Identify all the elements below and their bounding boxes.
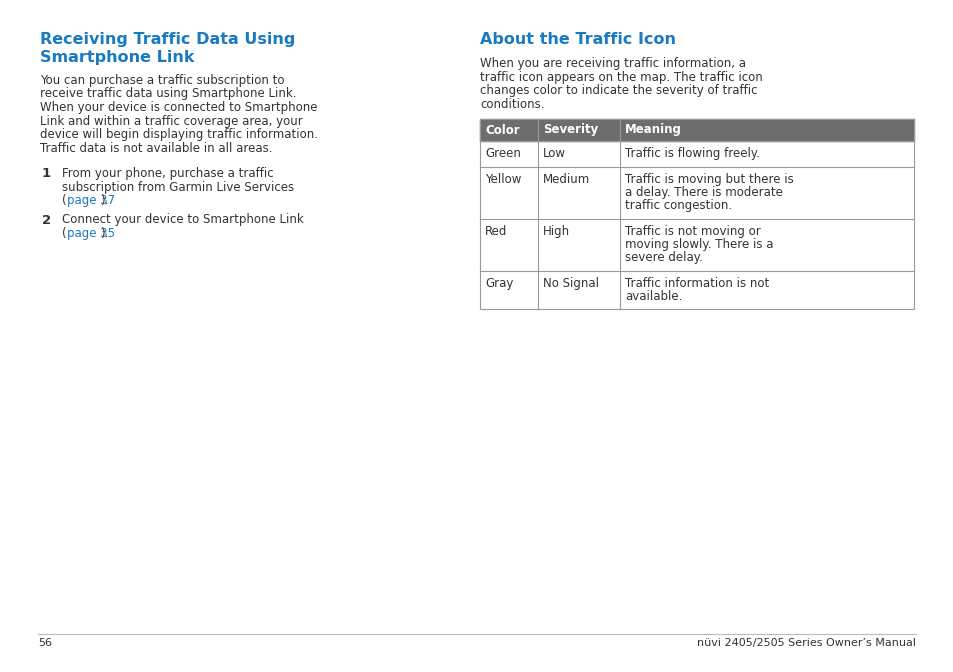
Text: Gray: Gray xyxy=(484,277,513,290)
Text: You can purchase a traffic subscription to: You can purchase a traffic subscription … xyxy=(40,74,284,87)
Text: Green: Green xyxy=(484,147,520,160)
Text: From your phone, purchase a traffic: From your phone, purchase a traffic xyxy=(62,167,274,180)
Text: changes color to indicate the severity of traffic: changes color to indicate the severity o… xyxy=(479,84,757,97)
Bar xyxy=(479,167,913,219)
Text: Color: Color xyxy=(484,124,519,136)
Text: moving slowly. There is a: moving slowly. There is a xyxy=(624,238,773,251)
Bar xyxy=(479,119,913,309)
Text: Traffic data is not available in all areas.: Traffic data is not available in all are… xyxy=(40,142,273,155)
Bar xyxy=(479,119,913,141)
Text: 1: 1 xyxy=(42,167,51,180)
Bar xyxy=(479,141,913,167)
Text: Traffic information is not: Traffic information is not xyxy=(624,277,768,290)
Text: Red: Red xyxy=(484,225,507,238)
Text: receive traffic data using Smartphone Link.: receive traffic data using Smartphone Li… xyxy=(40,87,296,101)
Text: Traffic is moving but there is: Traffic is moving but there is xyxy=(624,173,793,186)
Text: available.: available. xyxy=(624,290,681,303)
Text: About the Traffic Icon: About the Traffic Icon xyxy=(479,32,676,47)
Text: When your device is connected to Smartphone: When your device is connected to Smartph… xyxy=(40,101,317,114)
Bar xyxy=(479,219,913,271)
Text: conditions.: conditions. xyxy=(479,97,544,110)
Text: Meaning: Meaning xyxy=(624,124,681,136)
Text: ).: ). xyxy=(100,194,109,207)
Bar xyxy=(479,271,913,309)
Text: (: ( xyxy=(62,227,67,240)
Text: subscription from Garmin Live Services: subscription from Garmin Live Services xyxy=(62,181,294,194)
Text: a delay. There is moderate: a delay. There is moderate xyxy=(624,186,782,199)
Text: (: ( xyxy=(62,194,67,207)
Text: When you are receiving traffic information, a: When you are receiving traffic informati… xyxy=(479,57,745,70)
Text: Low: Low xyxy=(542,147,565,160)
Text: ).: ). xyxy=(100,227,109,240)
Text: Yellow: Yellow xyxy=(484,173,521,186)
Text: Medium: Medium xyxy=(542,173,590,186)
Text: High: High xyxy=(542,225,570,238)
Text: Traffic is flowing freely.: Traffic is flowing freely. xyxy=(624,147,760,160)
Text: Connect your device to Smartphone Link: Connect your device to Smartphone Link xyxy=(62,214,303,226)
Text: nüvi 2405/2505 Series Owner’s Manual: nüvi 2405/2505 Series Owner’s Manual xyxy=(697,638,915,648)
Text: page 37: page 37 xyxy=(68,194,115,207)
Text: traffic congestion.: traffic congestion. xyxy=(624,199,731,212)
Text: page 35: page 35 xyxy=(68,227,115,240)
Text: 56: 56 xyxy=(38,638,52,648)
Text: Link and within a traffic coverage area, your: Link and within a traffic coverage area,… xyxy=(40,114,302,128)
Text: traffic icon appears on the map. The traffic icon: traffic icon appears on the map. The tra… xyxy=(479,71,762,83)
Text: Severity: Severity xyxy=(542,124,598,136)
Text: 2: 2 xyxy=(42,214,51,226)
Text: severe delay.: severe delay. xyxy=(624,251,702,264)
Text: No Signal: No Signal xyxy=(542,277,598,290)
Text: Receiving Traffic Data Using: Receiving Traffic Data Using xyxy=(40,32,295,47)
Text: device will begin displaying traffic information.: device will begin displaying traffic inf… xyxy=(40,128,317,141)
Text: Smartphone Link: Smartphone Link xyxy=(40,50,194,65)
Text: Traffic is not moving or: Traffic is not moving or xyxy=(624,225,760,238)
